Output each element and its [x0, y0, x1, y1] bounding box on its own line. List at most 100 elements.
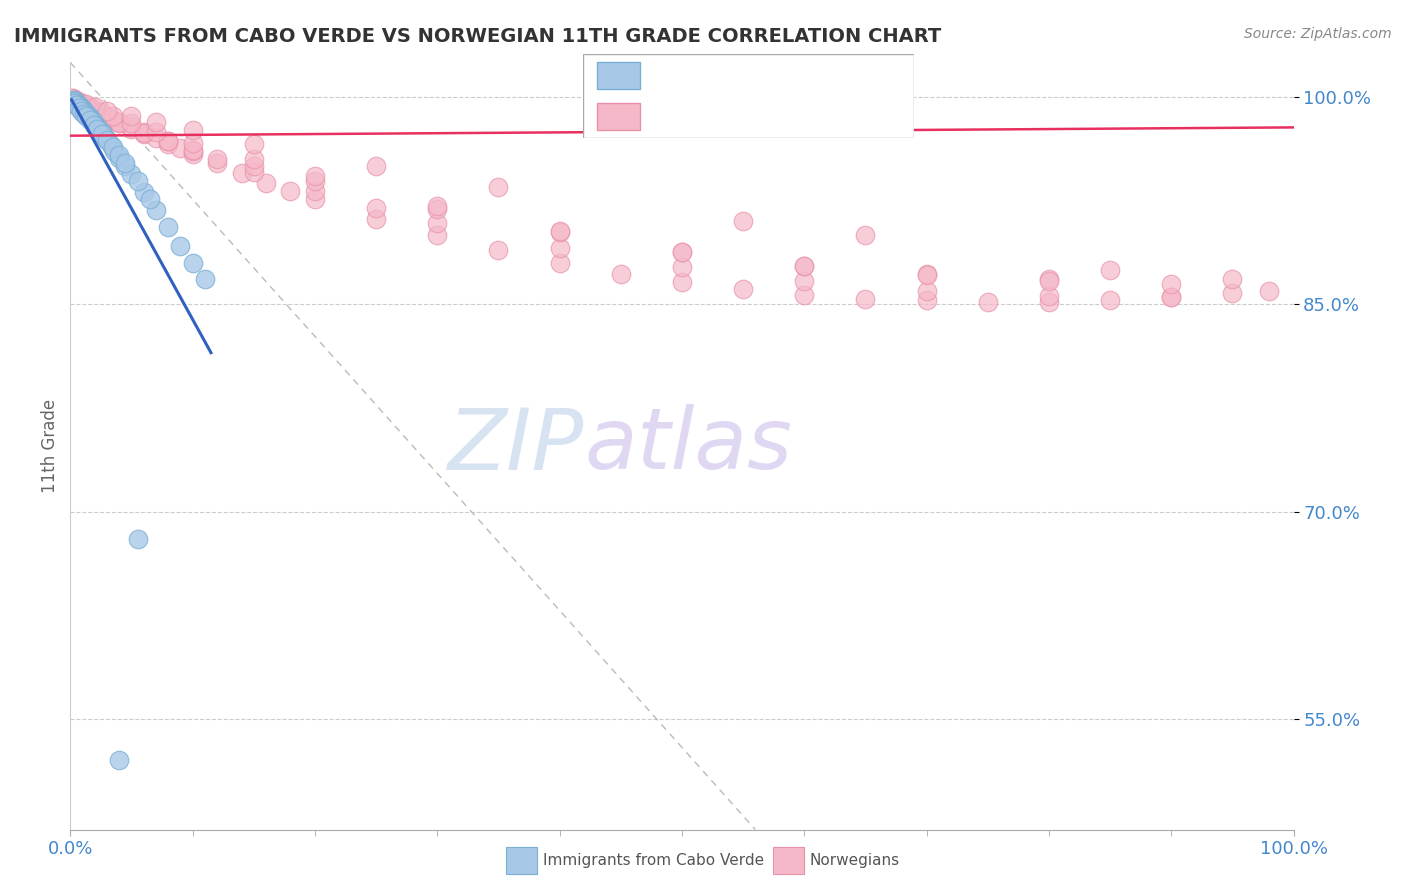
Point — [76, 101, 98, 115]
Point — [671, 244, 693, 259]
Point — [108, 116, 131, 130]
Point — [96, 111, 118, 125]
Point — [671, 260, 693, 274]
Point — [62, 91, 84, 105]
Point — [304, 169, 326, 183]
Point — [121, 109, 143, 123]
Point — [75, 109, 97, 123]
Point — [83, 100, 105, 114]
Point — [63, 95, 86, 110]
Point — [139, 192, 162, 206]
Point — [96, 109, 118, 123]
Point — [1258, 284, 1281, 298]
Text: IMMIGRANTS FROM CABO VERDE VS NORWEGIAN 11TH GRADE CORRELATION CHART: IMMIGRANTS FROM CABO VERDE VS NORWEGIAN … — [14, 27, 941, 45]
Point — [96, 133, 118, 147]
Point — [86, 120, 108, 135]
Point — [426, 202, 449, 216]
Point — [121, 120, 143, 135]
Point — [108, 151, 131, 165]
Point — [62, 94, 84, 108]
Point — [63, 94, 86, 108]
Point — [181, 146, 204, 161]
Point — [169, 141, 191, 155]
Point — [548, 256, 571, 270]
Point — [79, 103, 101, 117]
Bar — [596, 103, 640, 130]
Point — [75, 96, 97, 111]
Point — [63, 93, 86, 107]
Point — [66, 95, 89, 110]
Text: Immigrants from Cabo Verde: Immigrants from Cabo Verde — [543, 854, 763, 868]
Point — [69, 95, 91, 110]
Point — [83, 103, 105, 118]
Point — [548, 226, 571, 240]
Point — [90, 108, 112, 122]
Point — [366, 211, 388, 226]
Point — [69, 96, 91, 111]
Point — [426, 228, 449, 243]
Point — [1099, 262, 1122, 277]
Point — [83, 105, 105, 120]
Point — [67, 101, 90, 115]
Point — [1160, 290, 1182, 304]
Point — [610, 267, 633, 281]
Point — [157, 134, 180, 148]
Point — [73, 100, 96, 114]
Point — [69, 100, 91, 114]
Text: N =: N = — [792, 109, 821, 124]
Point — [79, 113, 101, 128]
Point — [65, 95, 87, 110]
Point — [145, 124, 167, 138]
Point — [243, 136, 266, 151]
Text: R =: R = — [652, 109, 681, 124]
Text: Source: ZipAtlas.com: Source: ZipAtlas.com — [1244, 27, 1392, 41]
Point — [63, 93, 86, 107]
Point — [915, 293, 938, 308]
Point — [73, 105, 96, 120]
Point — [72, 103, 94, 117]
Point — [243, 152, 266, 166]
Point — [793, 259, 815, 273]
Point — [1038, 274, 1060, 288]
Point — [66, 96, 89, 111]
Text: Norwegians: Norwegians — [810, 854, 900, 868]
Point — [66, 94, 89, 108]
Point — [254, 176, 277, 190]
Point — [157, 136, 180, 151]
Point — [70, 96, 93, 111]
Point — [1038, 289, 1060, 303]
Point — [671, 275, 693, 289]
Point — [65, 94, 87, 108]
Point — [73, 106, 96, 120]
Point — [855, 228, 877, 243]
Point — [181, 136, 204, 150]
Point — [83, 118, 105, 132]
Point — [77, 101, 100, 115]
Point — [62, 93, 84, 107]
Point — [63, 94, 86, 108]
Point — [145, 115, 167, 129]
Point — [181, 143, 204, 157]
Y-axis label: 11th Grade: 11th Grade — [41, 399, 59, 493]
Text: atlas: atlas — [583, 404, 792, 488]
Text: ZIP: ZIP — [447, 404, 583, 488]
Point — [77, 109, 100, 123]
Point — [108, 148, 131, 162]
Text: N =: N = — [792, 68, 821, 83]
Point — [90, 106, 112, 120]
Point — [73, 103, 96, 118]
Point — [1099, 293, 1122, 308]
Point — [426, 199, 449, 213]
Point — [65, 94, 87, 108]
Point — [77, 103, 100, 117]
Point — [101, 113, 124, 128]
Point — [1038, 294, 1060, 309]
Point — [114, 159, 136, 173]
Point — [304, 174, 326, 188]
Point — [66, 95, 89, 110]
Text: 52: 52 — [841, 67, 865, 85]
Point — [70, 95, 93, 110]
Point — [1220, 286, 1243, 301]
Point — [82, 113, 104, 128]
Point — [548, 241, 571, 255]
